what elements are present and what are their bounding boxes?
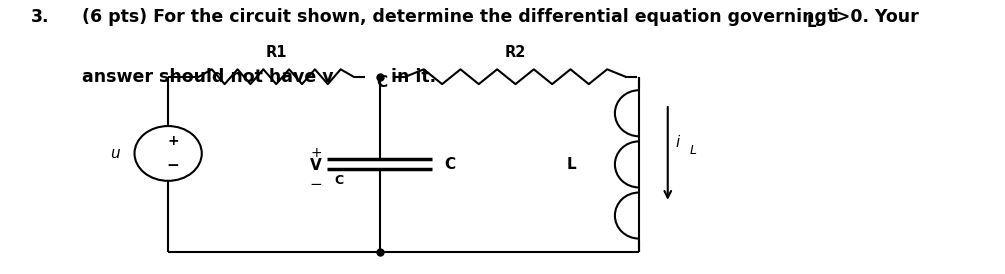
Text: −: − bbox=[310, 178, 322, 192]
Text: R1: R1 bbox=[265, 45, 287, 60]
Text: L: L bbox=[807, 15, 817, 30]
Text: (6 pts) For the circuit shown, determine the differential equation governing i: (6 pts) For the circuit shown, determine… bbox=[81, 8, 838, 26]
Text: 3.: 3. bbox=[31, 8, 49, 26]
Text: +: + bbox=[167, 134, 179, 148]
Text: V: V bbox=[311, 158, 322, 173]
Text: answer should not have v: answer should not have v bbox=[81, 68, 334, 87]
Text: , t>0. Your: , t>0. Your bbox=[815, 8, 919, 26]
Text: C: C bbox=[335, 174, 344, 187]
Text: −: − bbox=[167, 158, 179, 173]
Text: R2: R2 bbox=[505, 45, 527, 60]
Text: C: C bbox=[377, 75, 388, 90]
Text: L: L bbox=[567, 157, 577, 172]
Text: +: + bbox=[311, 146, 322, 161]
Text: u: u bbox=[111, 146, 121, 161]
Text: in it.: in it. bbox=[385, 68, 436, 87]
Text: L: L bbox=[689, 144, 696, 157]
Text: C: C bbox=[444, 157, 455, 172]
Text: i: i bbox=[675, 135, 679, 150]
